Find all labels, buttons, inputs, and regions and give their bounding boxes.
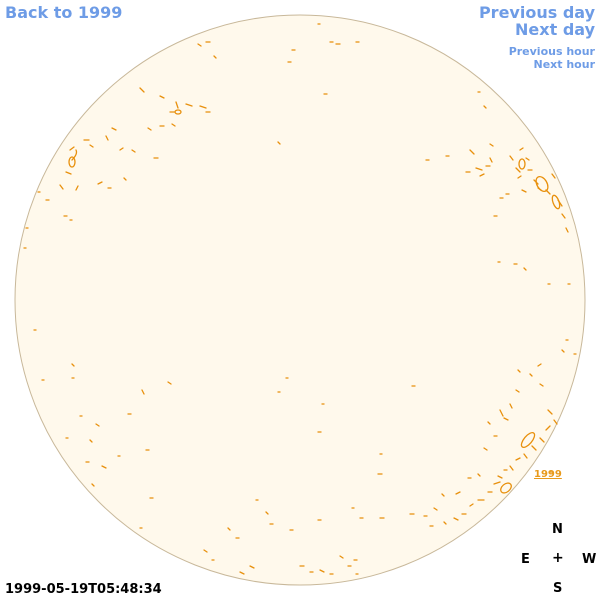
compass-east-label: E bbox=[521, 552, 530, 567]
back-to-year-link[interactable]: Back to 1999 bbox=[5, 3, 123, 22]
solar-disc bbox=[14, 14, 586, 586]
plage-contours bbox=[23, 23, 577, 575]
next-hour-link[interactable]: Next hour bbox=[533, 58, 596, 71]
next-day-link[interactable]: Next day bbox=[515, 20, 595, 39]
compass-west-label: W bbox=[582, 552, 597, 567]
compass-north-label: N bbox=[552, 522, 563, 537]
observation-timestamp: 1999-05-19T05:48:34 bbox=[5, 582, 162, 597]
previous-day-link[interactable]: Previous day bbox=[478, 3, 595, 22]
compass-center-icon: + bbox=[552, 550, 564, 566]
compass-south-label: S bbox=[553, 581, 563, 596]
year-link[interactable]: 1999 bbox=[534, 469, 562, 480]
previous-hour-link[interactable]: Previous hour bbox=[508, 45, 595, 58]
